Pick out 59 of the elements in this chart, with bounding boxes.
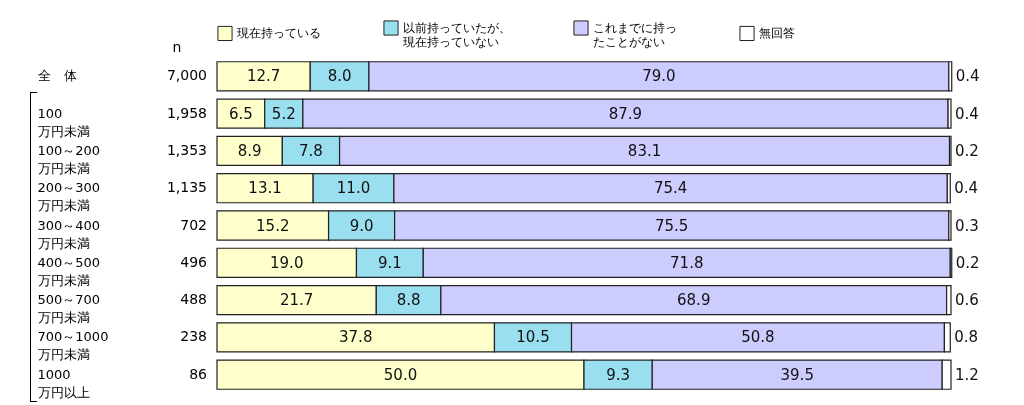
data-label: 11.0	[336, 179, 371, 198]
y-tick-label: 100 万円未満	[37, 105, 90, 139]
text: 238	[180, 328, 207, 345]
data-label: 21.7	[279, 291, 314, 310]
y-tick-label: 全 体	[37, 68, 77, 84]
data-label: 0.4	[955, 67, 980, 86]
data-label: 79.0	[642, 67, 676, 86]
text: 1,958	[166, 104, 207, 121]
data-label: 0.8	[954, 328, 979, 347]
data-label: 10.5	[516, 328, 550, 347]
data-label: 39.5	[780, 365, 814, 384]
data-label: 9.0	[349, 216, 374, 235]
data-label: 9.1	[377, 253, 402, 272]
data-label: 50.0	[383, 365, 418, 384]
text: n	[172, 39, 182, 55]
data-label: 0.6	[955, 291, 979, 310]
data-label: 37.8	[339, 328, 373, 347]
data-label: 19.0	[270, 253, 304, 272]
data-label: 8.8	[396, 291, 421, 310]
text: 702	[180, 216, 207, 233]
y-tick-label: 500～700 万円未満	[37, 292, 101, 326]
legend-label: 現在持っている	[237, 26, 321, 41]
y-tick-label: 400～500 万円未満	[37, 254, 101, 288]
legend-label: これまでに持ったことがない	[593, 21, 677, 49]
text: 1,353	[166, 141, 207, 158]
data-label: 0.4	[954, 179, 979, 198]
y-tick-label: 1000 万円以上	[37, 366, 90, 400]
y-tick-label: 100～200 万円未満	[37, 142, 101, 176]
data-label: 0.3	[955, 216, 979, 235]
legend-label: 無回答	[759, 26, 795, 41]
data-label: 15.2	[256, 216, 290, 235]
data-label: 75.5	[655, 216, 689, 235]
data-label: 68.9	[677, 291, 711, 310]
data-label: 87.9	[608, 104, 643, 123]
data-label: 0.2	[955, 141, 979, 160]
data-label: 0.4	[955, 104, 979, 123]
data-label: 8.9	[237, 141, 262, 160]
y-tick-label: 200～300 万円未満	[37, 180, 101, 214]
text: 1,135	[166, 179, 207, 196]
data-label: 1.2	[955, 365, 979, 384]
legend-label: 以前持っていたが、現在持っていない	[403, 21, 511, 49]
data-label: 13.1	[248, 179, 282, 198]
data-label: 6.5	[228, 104, 253, 123]
text: 86	[189, 365, 208, 382]
data-label: 50.8	[741, 328, 775, 347]
data-label: 83.1	[627, 141, 662, 160]
y-tick-label: 700～1000 万円未満	[37, 329, 109, 363]
data-label: 5.2	[271, 104, 296, 123]
text: 488	[180, 291, 207, 308]
data-label: 7.8	[299, 141, 323, 160]
data-label: 0.2	[955, 253, 980, 272]
text: 496	[180, 253, 208, 270]
data-label: 71.8	[670, 253, 704, 272]
data-label: 12.7	[246, 67, 281, 86]
data-label: 8.0	[327, 67, 352, 86]
data-label: 9.3	[606, 365, 631, 384]
data-label: 75.4	[653, 179, 688, 198]
y-tick-label: 300～400 万円未満	[37, 217, 101, 251]
text: 7,000	[166, 67, 207, 84]
